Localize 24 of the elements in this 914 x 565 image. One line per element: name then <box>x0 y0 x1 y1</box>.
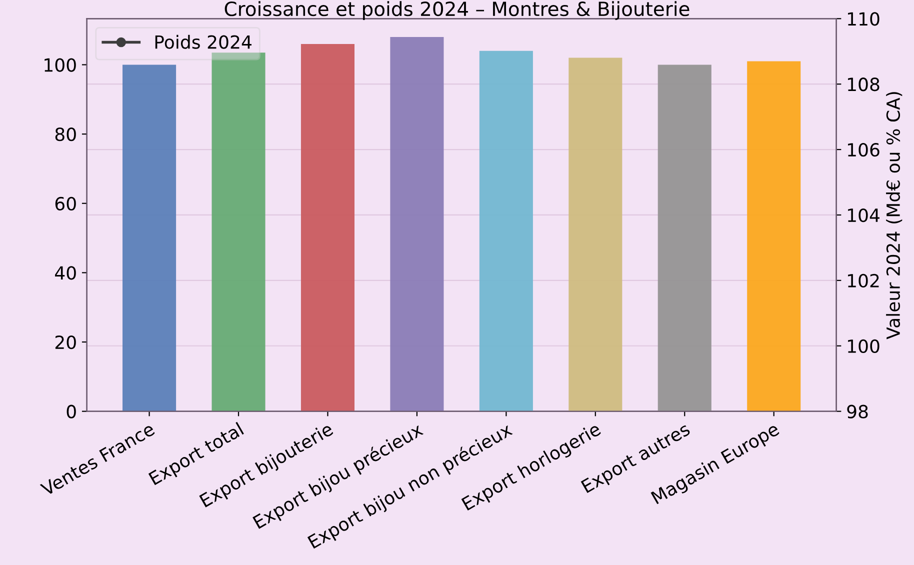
bar <box>300 44 354 412</box>
y2-tick-label: 110 <box>848 12 880 26</box>
bar <box>212 52 266 412</box>
y2-tick-label: 106 <box>848 142 880 157</box>
y2-tick-label: 108 <box>848 78 880 92</box>
bar <box>390 37 444 412</box>
bar <box>658 64 712 412</box>
bar <box>122 64 176 412</box>
y2-tick-label: 102 <box>848 274 879 288</box>
y2-tick-label: 104 <box>848 208 880 222</box>
y-tick-label: 40 <box>55 266 76 280</box>
y2-axis-title: Valeur 2024 (Md€ ou % CA) <box>886 92 902 340</box>
bar <box>747 61 801 412</box>
y-tick-label: 80 <box>55 128 76 142</box>
y-tick-label: 60 <box>55 196 76 210</box>
legend-label: Poids 2024 <box>155 34 252 49</box>
chart-title: Croissance et poids 2024 – Montres & Bijouterie <box>224 1 690 20</box>
y-tick-label: 100 <box>44 58 76 72</box>
y-tick-label: 20 <box>55 335 76 350</box>
y2-tick-label: 100 <box>848 339 880 353</box>
bar <box>568 58 622 412</box>
bar <box>479 50 533 412</box>
y-tick-label: 0 <box>66 404 76 418</box>
y2-tick-label: 98 <box>847 404 868 418</box>
